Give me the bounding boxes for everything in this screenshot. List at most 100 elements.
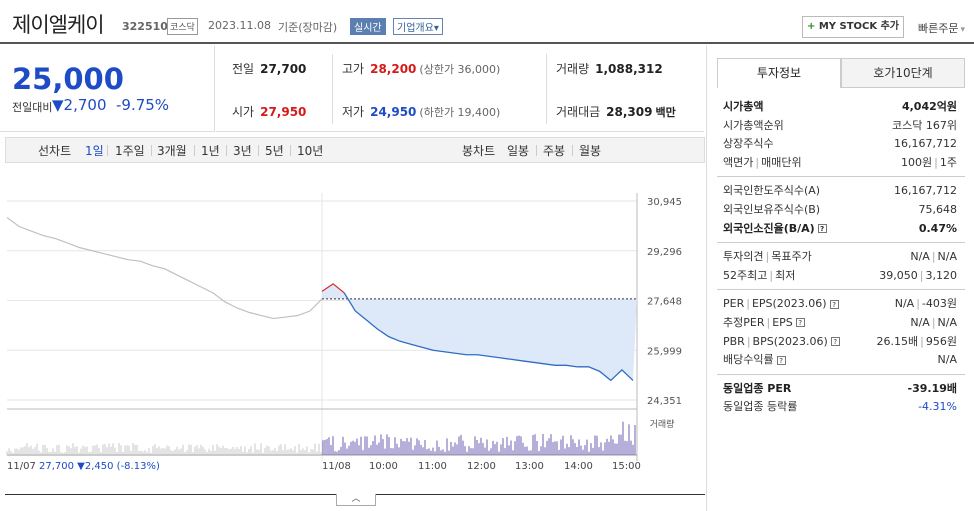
prev-day-line — [6, 216, 323, 320]
foreign-hold-value: 75,648 — [918, 202, 958, 216]
est-per-value: N/A — [910, 315, 930, 329]
row-dividend: 배당수익률? N/A — [717, 351, 965, 370]
target-label: 목표주가 — [771, 250, 812, 264]
cap-rank-label[interactable]: 시가총액순위 — [723, 118, 784, 132]
eps-value: -403원 — [921, 297, 957, 311]
est-per-label: 추정PER — [723, 315, 765, 329]
tab-orderbook-10[interactable]: 호가10단계 — [841, 58, 965, 88]
y-tick-label: 29,296 — [647, 247, 682, 258]
foreign-limit-label: 외국인한도주식수(A) — [723, 184, 821, 198]
realtime-button[interactable]: 실시간 — [350, 18, 386, 35]
as-of-label: 기준(장마감) — [278, 21, 338, 34]
period-1y[interactable]: 1년 — [201, 144, 220, 158]
investment-info-panel: 투자정보 호가10단계 시가총액 4,042억원 시가총액순위 코스닥 167위 상… — [706, 46, 974, 511]
period-3y[interactable]: 3년 — [233, 144, 252, 158]
trade-unit-label: 매매단위 — [761, 155, 802, 169]
eps-label: EPS(2023.06) — [751, 297, 827, 311]
divider — [151, 145, 152, 156]
par-values: 100원 | 1주 — [901, 154, 957, 173]
stock-code: 322510 — [122, 20, 168, 33]
price-change-percent: -9.75% — [116, 96, 170, 114]
est-eps-value: N/A — [937, 315, 957, 329]
today-line — [343, 292, 634, 382]
pbr-labels: PBR | BPS(2023.06)? — [723, 333, 840, 352]
help-icon[interactable]: ? — [776, 355, 786, 365]
market-cap-value: 4,042억원 — [901, 100, 957, 113]
row-est-per: 추정PER | EPS? N/A | N/A — [717, 314, 965, 333]
divider — [536, 145, 537, 156]
separator: | — [746, 334, 751, 348]
chart-area — [6, 216, 637, 382]
divider — [107, 145, 108, 156]
candle-daily[interactable]: 일봉 — [507, 144, 530, 158]
target-value: N/A — [937, 250, 957, 264]
volume-value: 1,088,312 — [595, 62, 663, 76]
period-3m[interactable]: 3개월 — [157, 144, 187, 158]
row-market-cap: 시가총액 4,042억원 — [717, 98, 965, 117]
52w-values: 39,050 | 3,120 — [879, 267, 957, 286]
company-overview-label: 기업개요 — [397, 23, 434, 34]
per-value: N/A — [894, 297, 915, 311]
section-divider — [717, 370, 965, 375]
cap-rank-value: 코스닥 167위 — [892, 118, 957, 132]
market-cap-label: 시가총액 — [723, 100, 764, 113]
foreign-ratio-value: 0.47% — [918, 221, 957, 235]
divider — [332, 54, 333, 124]
quick-order-button[interactable]: 빠른주문 ▾ — [918, 20, 965, 36]
help-icon[interactable]: ? — [817, 224, 827, 234]
shares-label: 상장주식수 — [723, 137, 774, 151]
open-label: 시가 — [232, 105, 255, 119]
per-labels: PER | EPS(2023.06)? — [723, 295, 839, 314]
separator: | — [931, 315, 936, 329]
candle-chart-label: 봉차트 — [462, 144, 496, 158]
row-opinion: 투자의견 | 목표주가 N/A | N/A — [717, 248, 965, 267]
chevron-down-icon: ▾ — [433, 23, 439, 34]
period-1d[interactable]: 1일 — [85, 144, 104, 158]
chevron-down-icon: ▾ — [960, 25, 966, 35]
price-chart: 30,945 29,296 27,648 25,999 24,351 거래량 11/07 11… — [6, 193, 682, 472]
foreign-limit-value: 16,167,712 — [894, 184, 957, 198]
y-tick-label: 30,945 — [647, 197, 682, 208]
separator: | — [931, 250, 936, 264]
today-fill-area — [322, 283, 637, 381]
section-divider — [717, 172, 965, 178]
divider — [194, 145, 195, 156]
lower-limit: (하한가 19,400) — [419, 106, 501, 119]
sector-rate-label[interactable]: 동일업종 등락률 — [723, 400, 798, 414]
divider — [290, 145, 291, 156]
row-52w: 52주최고 | 최저 39,050 | 3,120 — [717, 267, 965, 286]
low-label: 저가 — [342, 105, 365, 119]
candle-monthly[interactable]: 월봉 — [579, 144, 602, 158]
row-per: PER | EPS(2023.06)? N/A | -403원 — [717, 295, 965, 314]
row-shares: 상장주식수 16,167,712 — [717, 135, 965, 154]
x-tick-label: 14:00 — [564, 461, 593, 472]
company-name: 제이엘케이 — [12, 13, 105, 37]
help-icon[interactable]: ? — [795, 318, 805, 328]
52w-high-value: 39,050 — [879, 268, 918, 282]
volume-bars — [6, 421, 636, 455]
pbr-values: 26.15배 | 956원 — [877, 333, 957, 352]
prev-close-label: 전일 — [232, 62, 255, 76]
separator: | — [920, 334, 924, 348]
stock-header: 제이엘케이 322510 코스닥 2023.11.08 기준(장마감) 실시간 … — [0, 0, 974, 44]
sector-per-label[interactable]: 동일업종 PER — [723, 381, 792, 395]
help-icon[interactable]: ? — [829, 299, 839, 309]
period-5y[interactable]: 5년 — [265, 144, 284, 158]
separator: | — [746, 297, 750, 311]
per-label: PER — [723, 297, 745, 311]
help-icon[interactable]: ? — [830, 337, 840, 347]
52w-low-value: 3,120 — [925, 268, 958, 282]
tab-investment-info[interactable]: 투자정보 — [717, 58, 841, 88]
period-1w[interactable]: 1주일 — [115, 144, 145, 158]
period-10y[interactable]: 10년 — [297, 144, 324, 158]
separator: | — [766, 315, 771, 329]
foreign-ratio-label: 외국인소진율(B/A) — [723, 221, 815, 235]
company-overview-dropdown[interactable]: 기업개요▾ — [393, 18, 443, 35]
opinion-labels: 투자의견 | 목표주가 — [723, 248, 812, 267]
separator: | — [765, 250, 770, 264]
separator: | — [916, 297, 920, 311]
collapse-chart-button[interactable]: ︿ — [336, 494, 376, 506]
candle-weekly[interactable]: 주봉 — [543, 144, 566, 158]
add-my-stock-button[interactable]: + MY STOCK 추가 — [802, 16, 904, 38]
metric-prev-close: 전일 27,700 — [232, 60, 306, 77]
